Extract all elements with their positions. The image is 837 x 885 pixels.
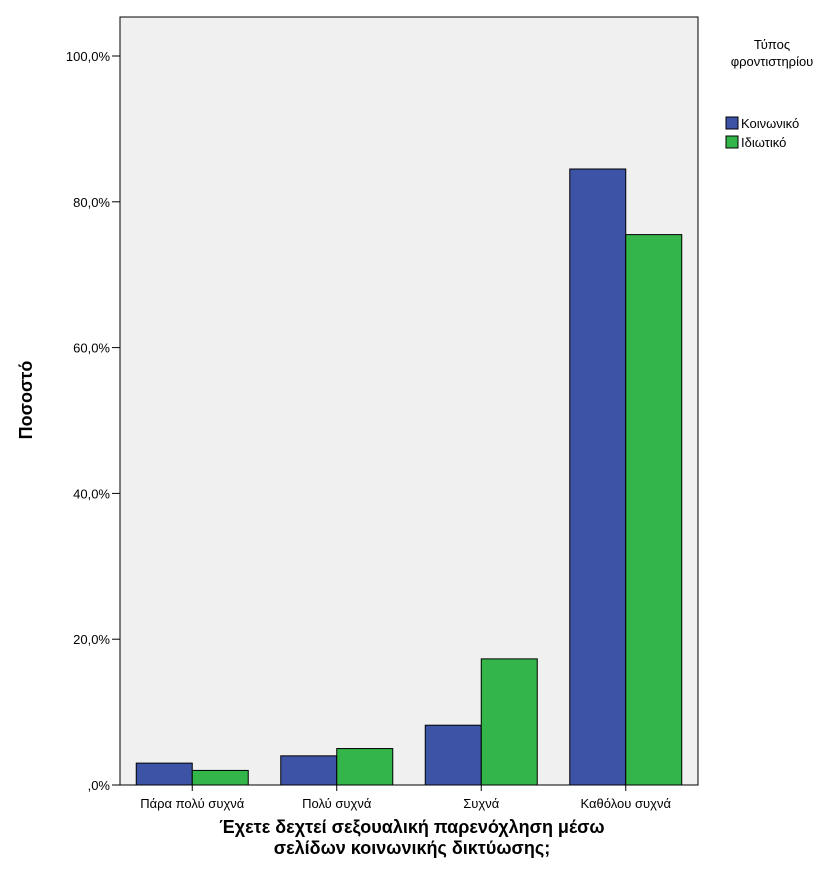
x-tick-label: Πολύ συχνά (302, 796, 372, 811)
bar-series-2 (336, 748, 394, 786)
x-tick-label: Καθόλου συχνά (581, 796, 672, 811)
bar-series-2 (625, 234, 683, 786)
bar-series-2 (480, 658, 538, 786)
y-tick-label: 60,0% (73, 341, 110, 356)
x-axis-title-line-2: σελίδων κοινωνικής δικτύωσης; (274, 838, 550, 858)
legend-title-line-1: Τύπος (754, 37, 790, 52)
y-tick-label: 80,0% (73, 195, 110, 210)
bars-group (135, 168, 683, 786)
y-tick-label: 100,0% (66, 49, 111, 64)
bar-series-1 (280, 755, 338, 786)
legend-swatch-series-1 (725, 116, 739, 130)
legend-title-line-2: φροντιστηρίου (731, 54, 814, 69)
legend-label-series-2: Ιδιωτικό (741, 135, 786, 150)
bar-series-1 (135, 762, 193, 786)
y-tick-label: 40,0% (73, 486, 110, 501)
y-axis-title: Ποσοστό (16, 361, 36, 440)
y-tick-label: 20,0% (73, 632, 110, 647)
x-axis: Πάρα πολύ συχνά Πολύ συχνά Συχνά Καθόλου συ… (140, 785, 671, 811)
legend: Τύπος φροντιστηρίου Κοινωνικό Ιδιωτικό (725, 37, 814, 150)
x-axis-title-line-1: Έχετε δεχτεί σεξουαλική παρενόχληση μέσω (219, 817, 604, 838)
bar-series-1 (424, 724, 482, 786)
y-axis: ,0% 20,0% 40,0% 60,0% 80,0% 100,0% (66, 49, 120, 793)
legend-label-series-1: Κοινωνικό (741, 116, 799, 131)
y-tick-label: ,0% (88, 778, 111, 793)
x-tick-label: Πάρα πολύ συχνά (140, 796, 245, 811)
bar-series-1 (569, 168, 627, 786)
x-tick-label: Συχνά (463, 796, 499, 811)
legend-swatch-series-2 (725, 135, 739, 149)
bar-series-2 (191, 769, 249, 786)
